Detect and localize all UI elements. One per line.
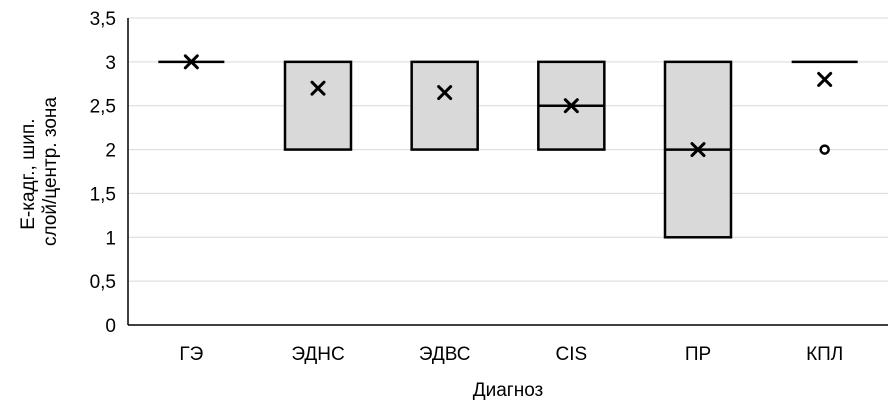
x-axis-title: Диагноз xyxy=(473,380,544,401)
mean-marker xyxy=(310,80,326,96)
y-tick-label: 1,5 xyxy=(90,184,116,205)
mean-marker-stroke xyxy=(563,98,579,114)
mean-marker-stroke xyxy=(183,54,199,70)
x-tick-label: ПР xyxy=(685,344,711,365)
y-tick-label: 0 xyxy=(105,316,116,337)
x-tick-label: ЭДНС xyxy=(291,344,344,365)
mean-marker xyxy=(563,98,579,114)
box-rect xyxy=(283,60,353,151)
gridlines xyxy=(128,17,888,282)
outlier-point xyxy=(819,144,830,155)
y-tick-label: 3,5 xyxy=(90,9,116,30)
y-tick-label: 0,5 xyxy=(90,272,116,293)
axis-titles: Диагноз Е-кадг., шип. слой/центр. зона xyxy=(18,97,543,401)
mean-marker xyxy=(690,142,706,158)
mean-marker xyxy=(817,71,833,87)
box-group xyxy=(663,60,733,239)
tick-labels: 0 0,5 1 1,5 2 2,5 3 3,5 ГЭ ЭДНС ЭДВС CIS ПР КПЛ xyxy=(90,9,844,365)
y-tick-label: 2 xyxy=(105,141,116,162)
mean-marker-stroke xyxy=(690,142,706,158)
box-group xyxy=(791,60,858,155)
y-tick-label: 2,5 xyxy=(90,97,116,118)
box-group xyxy=(537,60,606,151)
x-tick-label: КПЛ xyxy=(806,344,843,365)
box-group xyxy=(410,60,479,151)
box-group xyxy=(283,60,353,151)
axes xyxy=(127,18,888,326)
x-tick-label: ГЭ xyxy=(179,344,203,365)
mean-marker xyxy=(437,85,453,101)
x-tick-label: CIS xyxy=(555,344,587,365)
y-axis-title-line-1: Е-кадг., шип. xyxy=(18,119,39,230)
y-tick-label: 3 xyxy=(105,53,116,74)
box-rect xyxy=(410,60,479,151)
mean-marker-stroke xyxy=(817,71,833,87)
mean-marker-stroke xyxy=(437,85,453,101)
x-tick-label: ЭДВС xyxy=(419,344,471,365)
box-group xyxy=(158,54,225,70)
mean-marker xyxy=(183,54,199,70)
mean-marker-stroke xyxy=(310,80,326,96)
box-series xyxy=(158,54,858,239)
y-axis-title: Е-кадг., шип. слой/центр. зона xyxy=(18,97,61,246)
y-axis-title-line-2: слой/центр. зона xyxy=(40,97,61,246)
y-tick-label: 1 xyxy=(105,228,116,249)
